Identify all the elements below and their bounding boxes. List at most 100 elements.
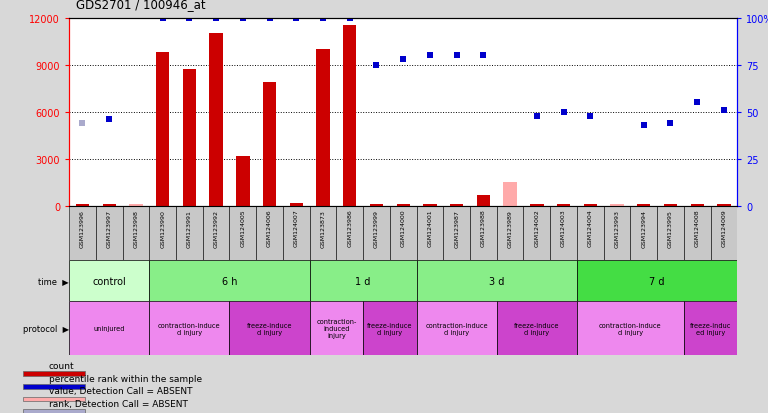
Text: freeze-induce
d injury: freeze-induce d injury [514, 322, 560, 335]
Bar [604, 206, 631, 260]
Bar [316, 50, 329, 206]
Bar [710, 206, 737, 260]
Bar [69, 301, 149, 355]
Text: time  ▶: time ▶ [38, 276, 69, 285]
Text: GSM124000: GSM124000 [401, 209, 406, 247]
Bar [343, 26, 356, 206]
Text: GSM123995: GSM123995 [668, 209, 673, 247]
Bar [557, 205, 570, 206]
Bar [363, 301, 416, 355]
Bar [416, 301, 497, 355]
Bar [102, 205, 116, 206]
Text: GSM123991: GSM123991 [187, 209, 192, 247]
Bar [149, 260, 310, 301]
Bar [631, 206, 657, 260]
Bar [684, 301, 737, 355]
Bar [477, 195, 490, 206]
Point [424, 53, 436, 59]
Point [584, 113, 597, 120]
Text: 3 d: 3 d [489, 276, 505, 286]
Text: GDS2701 / 100946_at: GDS2701 / 100946_at [76, 0, 205, 11]
Bar [176, 206, 203, 260]
Text: GSM123990: GSM123990 [161, 209, 165, 247]
Bar [637, 205, 650, 206]
Bar [497, 206, 524, 260]
Bar [423, 205, 436, 206]
Bar [396, 204, 410, 206]
Text: contraction-induce
d injury: contraction-induce d injury [425, 322, 488, 335]
Bar [23, 371, 84, 376]
Bar [336, 206, 363, 260]
Text: GSM124008: GSM124008 [695, 209, 700, 247]
Text: rank, Detection Call = ABSENT: rank, Detection Call = ABSENT [48, 399, 187, 408]
Bar [257, 206, 283, 260]
Point [184, 15, 196, 22]
Point [637, 122, 650, 129]
Bar [263, 83, 276, 206]
Bar [717, 205, 730, 206]
Bar [230, 206, 257, 260]
Text: GSM123997: GSM123997 [107, 209, 111, 247]
Bar [577, 301, 684, 355]
Bar [363, 206, 390, 260]
Text: GSM124006: GSM124006 [267, 209, 272, 247]
Text: value, Detection Call = ABSENT: value, Detection Call = ABSENT [48, 387, 192, 396]
Bar [611, 205, 624, 206]
Point [290, 15, 303, 22]
Text: GSM123988: GSM123988 [481, 209, 486, 247]
Text: GSM123999: GSM123999 [374, 209, 379, 247]
Bar [123, 206, 149, 260]
Text: GSM123989: GSM123989 [508, 209, 512, 247]
Bar [450, 205, 463, 206]
Bar [416, 260, 577, 301]
Text: GSM123996: GSM123996 [80, 209, 85, 247]
Bar [76, 205, 89, 206]
Text: GSM123994: GSM123994 [641, 209, 646, 247]
Bar [684, 206, 710, 260]
Bar [203, 206, 230, 260]
Bar [149, 206, 176, 260]
Point [531, 113, 543, 120]
Bar [390, 206, 416, 260]
Bar [236, 157, 250, 206]
Text: GSM124007: GSM124007 [294, 209, 299, 247]
Text: freeze-induce
d injury: freeze-induce d injury [367, 322, 412, 335]
Text: freeze-induc
ed injury: freeze-induc ed injury [690, 322, 731, 335]
Text: 1 d: 1 d [356, 276, 371, 286]
Bar [96, 206, 123, 260]
Point [558, 109, 570, 116]
Text: percentile rank within the sample: percentile rank within the sample [48, 374, 202, 383]
Text: 7 d: 7 d [650, 276, 665, 286]
Point [477, 53, 489, 59]
Bar [497, 301, 577, 355]
Text: count: count [48, 361, 74, 370]
Text: contraction-
induced
injury: contraction- induced injury [316, 318, 356, 338]
Text: freeze-induce
d injury: freeze-induce d injury [247, 322, 293, 335]
Bar [23, 384, 84, 389]
Point [718, 107, 730, 114]
Bar [183, 70, 196, 206]
Bar [664, 205, 677, 206]
Bar [550, 206, 577, 260]
Point [370, 62, 382, 69]
Bar [470, 206, 497, 260]
Text: GSM124002: GSM124002 [535, 209, 539, 247]
Bar [310, 301, 363, 355]
Text: control: control [92, 276, 126, 286]
Bar [290, 203, 303, 206]
Text: contraction-induce
d injury: contraction-induce d injury [599, 322, 662, 335]
Point [664, 121, 677, 127]
Bar [23, 397, 84, 401]
Bar [23, 410, 84, 413]
Text: uninjured: uninjured [94, 325, 125, 331]
Bar [530, 205, 544, 206]
Bar [230, 301, 310, 355]
Bar [310, 260, 416, 301]
Bar [577, 260, 737, 301]
Point [103, 117, 115, 123]
Point [343, 15, 356, 22]
Text: GSM123986: GSM123986 [347, 209, 353, 247]
Text: GSM123987: GSM123987 [454, 209, 459, 247]
Text: 6 h: 6 h [222, 276, 237, 286]
Bar [149, 301, 230, 355]
